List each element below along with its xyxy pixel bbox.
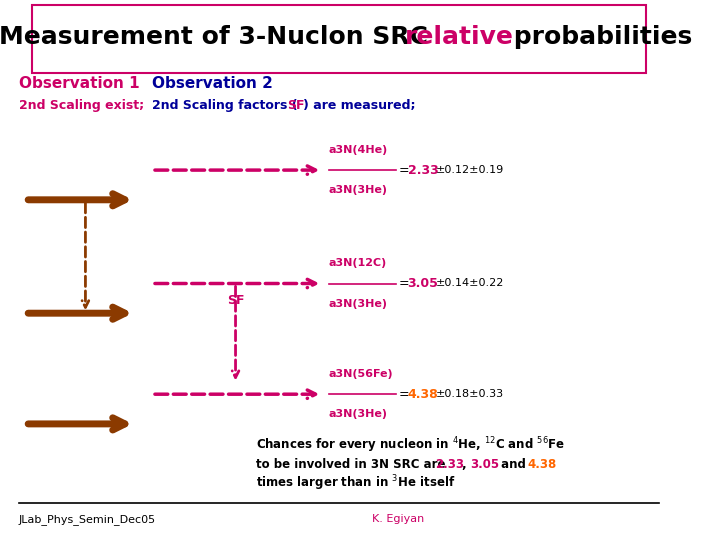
Text: 4.38: 4.38 (408, 388, 438, 401)
Text: a3N(3He): a3N(3He) (329, 409, 388, 420)
Text: a3N(3He): a3N(3He) (329, 299, 388, 309)
Text: 3.05: 3.05 (470, 458, 499, 471)
Text: a3N(4He): a3N(4He) (329, 145, 388, 155)
Text: a3N(56Fe): a3N(56Fe) (329, 369, 394, 379)
Text: SF: SF (287, 99, 305, 112)
Text: a3N(3He): a3N(3He) (329, 185, 388, 195)
Text: ) are measured;: ) are measured; (303, 99, 415, 112)
Text: ±0.14±0.22: ±0.14±0.22 (436, 279, 505, 288)
Text: ±0.18±0.33: ±0.18±0.33 (436, 389, 504, 399)
Text: 3.05: 3.05 (408, 277, 438, 290)
Text: SF: SF (227, 294, 244, 307)
Text: 2nd Scaling factors (: 2nd Scaling factors ( (152, 99, 298, 112)
Text: Observation 1: Observation 1 (19, 76, 140, 91)
Text: =: = (399, 277, 413, 290)
Text: 2nd Scaling exist;: 2nd Scaling exist; (19, 99, 144, 112)
FancyBboxPatch shape (32, 5, 646, 73)
Text: Chances for every nucleon in $^{4}$He, $^{12}$C and $^{56}$Fe: Chances for every nucleon in $^{4}$He, $… (256, 436, 564, 455)
Text: ±0.12±0.19: ±0.12±0.19 (436, 165, 505, 175)
Text: to be involved in 3N SRC are: to be involved in 3N SRC are (256, 458, 449, 471)
Text: times larger than in $^{3}$He itself: times larger than in $^{3}$He itself (256, 474, 455, 493)
Text: Measurement of 3-Nuclon SRC: Measurement of 3-Nuclon SRC (0, 25, 437, 49)
Text: JLab_Phys_Semin_Dec05: JLab_Phys_Semin_Dec05 (19, 514, 156, 525)
Text: =: = (399, 164, 413, 177)
Text: relative: relative (405, 25, 513, 49)
Text: 2.33: 2.33 (408, 164, 438, 177)
Text: a3N(12C): a3N(12C) (329, 258, 387, 268)
Text: Observation 2: Observation 2 (152, 76, 273, 91)
Text: probabilities: probabilities (505, 25, 693, 49)
Text: ,: , (462, 458, 471, 471)
Text: 2.33: 2.33 (435, 458, 464, 471)
Text: 4.38: 4.38 (528, 458, 557, 471)
Text: K. Egiyan: K. Egiyan (372, 515, 425, 524)
Text: =: = (399, 388, 413, 401)
Text: and: and (497, 458, 530, 471)
